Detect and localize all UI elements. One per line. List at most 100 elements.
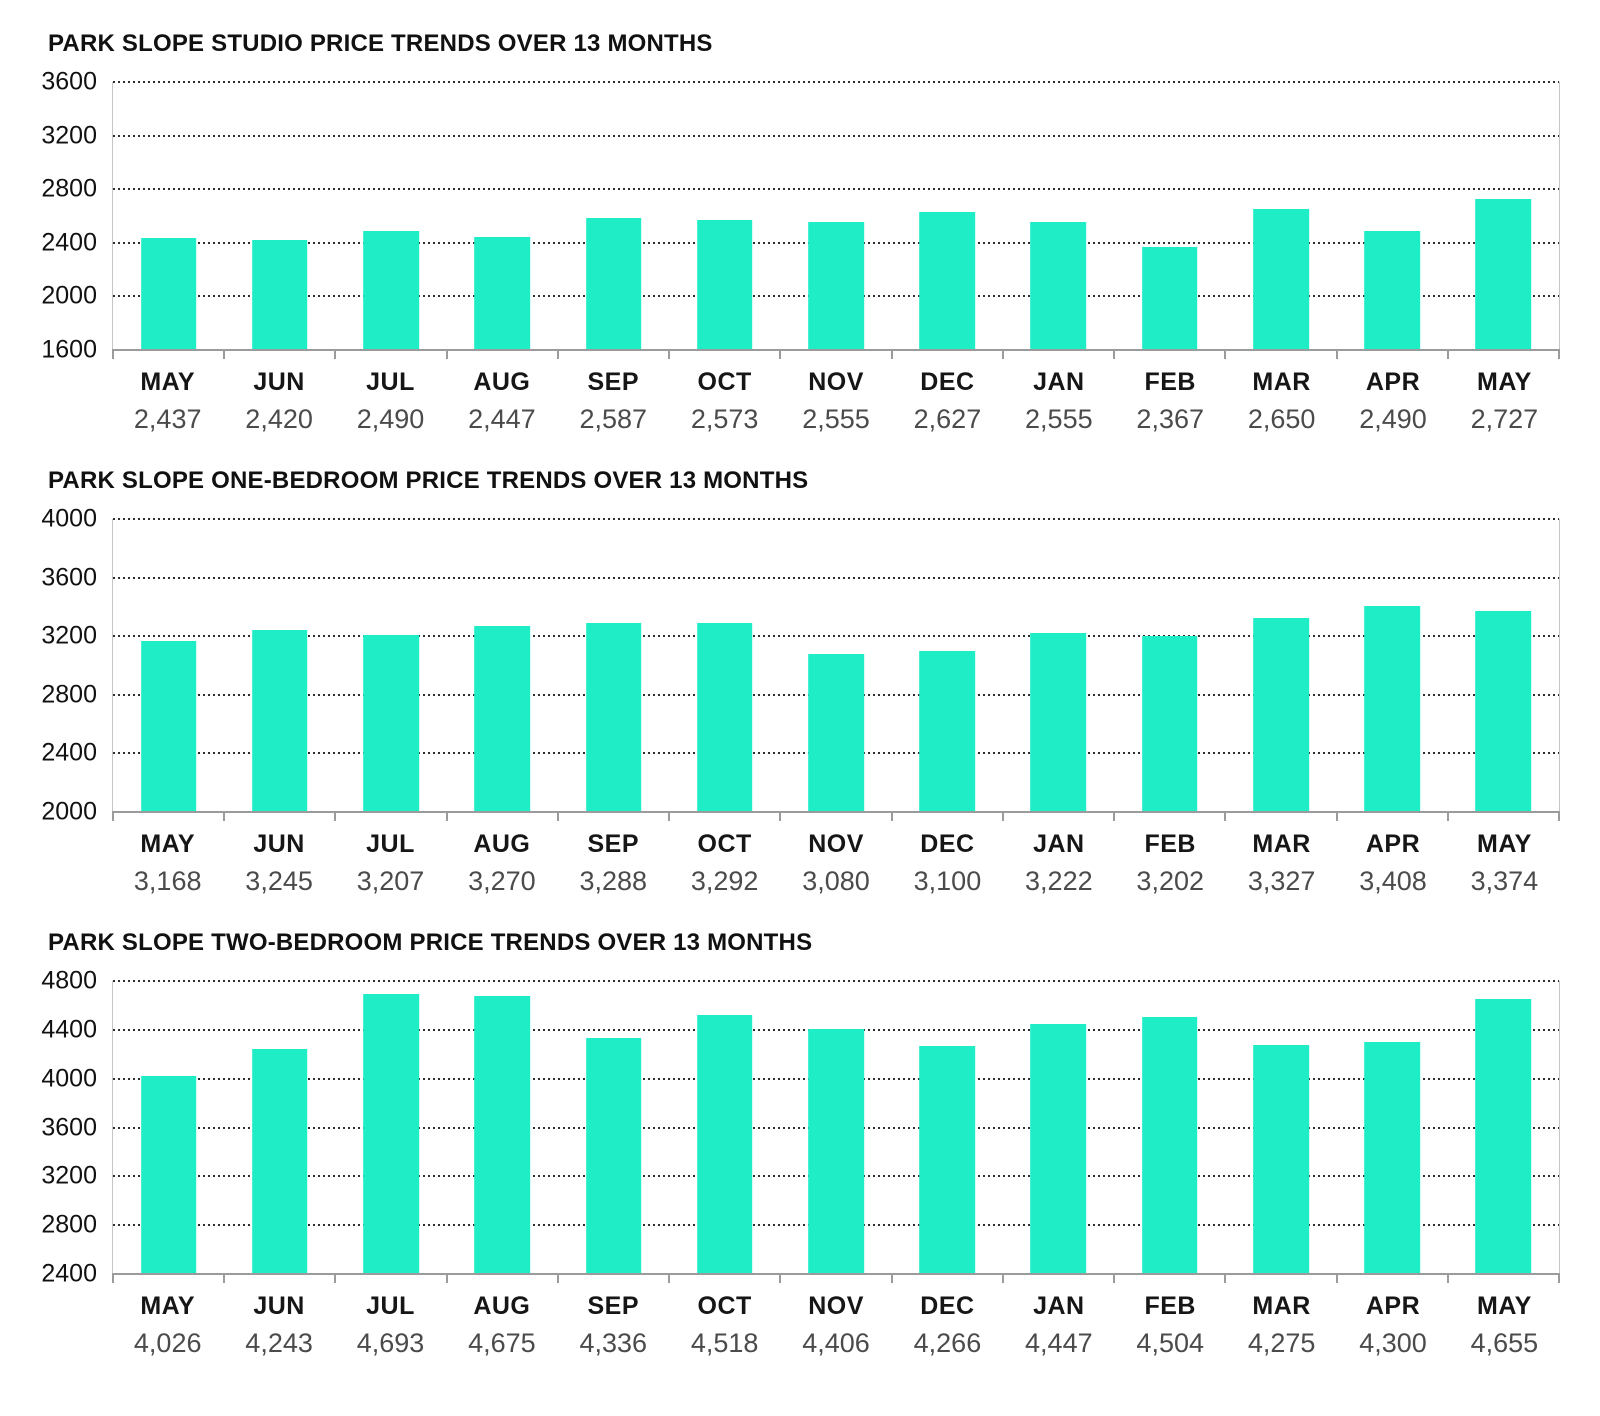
value-label: 4,447 xyxy=(1025,1328,1093,1358)
y-axis: 2000 2400 2800 3200 3600 4000 xyxy=(0,505,112,826)
one-bedroom-price-trend-chart: PARK SLOPE ONE-BEDROOM PRICE TRENDS OVER… xyxy=(0,467,1600,897)
value-label: 3,202 xyxy=(1136,866,1204,896)
value-label: 3,222 xyxy=(1025,866,1093,896)
bar-apr-11 xyxy=(1364,605,1420,812)
x-axis-tick xyxy=(334,1275,337,1283)
bar-slot xyxy=(1114,82,1225,350)
month-label: FEB xyxy=(1144,368,1196,396)
bar-slot xyxy=(224,519,335,812)
bar-slot xyxy=(892,82,1003,350)
bar-slot xyxy=(335,981,446,1274)
y-gridline xyxy=(113,576,1559,579)
x-label-cell: MAY 2,437 xyxy=(112,368,223,435)
bar-slot xyxy=(780,82,891,350)
x-axis-tick xyxy=(1446,351,1449,359)
chart-title: PARK SLOPE STUDIO PRICE TRENDS OVER 13 M… xyxy=(48,30,713,57)
value-label: 2,555 xyxy=(1025,404,1093,434)
x-label-cell: JUN 4,243 xyxy=(223,1292,334,1359)
x-axis-tick xyxy=(890,351,893,359)
bar-mar-10 xyxy=(1253,209,1309,350)
x-axis-tick xyxy=(1113,1275,1116,1283)
value-label: 3,327 xyxy=(1247,866,1316,896)
bar-nov-6 xyxy=(808,1029,864,1274)
month-label: SEP xyxy=(587,830,640,858)
bar-jun-1 xyxy=(252,1049,308,1274)
bar-slot xyxy=(224,82,335,350)
y-axis-tick-label: 2400 xyxy=(41,1259,97,1288)
x-axis-tick xyxy=(445,351,448,359)
month-label: AUG xyxy=(473,1292,531,1320)
value-label: 3,270 xyxy=(468,866,536,896)
bar-slot xyxy=(113,519,224,812)
y-axis-tick-label: 1600 xyxy=(41,335,97,364)
value-label: 3,374 xyxy=(1470,866,1539,896)
value-label: 2,650 xyxy=(1247,404,1316,434)
x-axis-tick xyxy=(556,351,559,359)
bar-feb-9 xyxy=(1141,635,1198,812)
month-label: JUL xyxy=(366,368,415,396)
x-axis-tick xyxy=(1558,813,1560,821)
bar-jan-8 xyxy=(1030,632,1087,812)
month-label: JUL xyxy=(366,830,415,858)
bar-dec-7 xyxy=(919,650,976,812)
x-label-cell: MAY 2,727 xyxy=(1449,368,1560,435)
bar-may-0 xyxy=(140,237,197,350)
x-axis-labels: MAY 4,026 JUN 4,243 JUL 4,693 AUG 4,675 SEP 4,336… xyxy=(112,1292,1560,1359)
bar-slot xyxy=(1225,519,1336,812)
x-axis-tick xyxy=(668,813,671,821)
month-label: AUG xyxy=(473,368,531,396)
month-label: SEP xyxy=(587,368,640,396)
month-label: FEB xyxy=(1144,830,1196,858)
bar-apr-11 xyxy=(1364,230,1420,350)
bar-may-12 xyxy=(1475,198,1532,350)
bar-slot xyxy=(113,981,224,1274)
y-axis-tick-label: 4000 xyxy=(41,504,97,533)
bar-jun-1 xyxy=(252,629,308,812)
value-label: 3,168 xyxy=(133,866,202,896)
value-label: 4,275 xyxy=(1247,1328,1316,1358)
bar-slot xyxy=(1114,981,1225,1274)
bar-slot xyxy=(669,82,780,350)
x-axis-tick xyxy=(779,813,782,821)
x-axis-tick xyxy=(1558,351,1560,359)
y-axis-tick-label: 2400 xyxy=(41,228,97,257)
month-label: JUN xyxy=(253,368,305,396)
x-label-cell: JAN 4,447 xyxy=(1003,1292,1114,1359)
value-label: 4,655 xyxy=(1470,1328,1539,1358)
bar-may-12 xyxy=(1475,610,1532,812)
bar-slot xyxy=(335,82,446,350)
bar-sep-4 xyxy=(585,1037,642,1274)
bar-slot xyxy=(1003,519,1114,812)
x-axis-tick xyxy=(1558,1275,1560,1283)
x-label-cell: MAY 3,374 xyxy=(1449,830,1560,897)
x-axis-tick xyxy=(445,813,448,821)
month-label: AUG xyxy=(473,830,531,858)
x-label-cell: JUL 4,693 xyxy=(335,1292,446,1359)
bar-oct-5 xyxy=(696,622,753,812)
x-axis-tick xyxy=(1335,813,1338,821)
plot-area xyxy=(112,81,1560,359)
plot-wrapper: 2400 2800 3200 3600 4000 4400 4800 xyxy=(0,967,1600,1288)
bar-feb-9 xyxy=(1141,1017,1198,1274)
month-label: JAN xyxy=(1033,830,1085,858)
bar-may-0 xyxy=(140,640,197,812)
bar-mar-10 xyxy=(1253,617,1309,812)
x-axis-tick xyxy=(668,351,671,359)
month-label: MAR xyxy=(1252,830,1311,858)
x-axis-tick xyxy=(1113,813,1116,821)
month-label: DEC xyxy=(920,1292,975,1320)
x-axis-tick xyxy=(1001,1275,1004,1283)
x-label-cell: FEB 3,202 xyxy=(1115,830,1226,897)
x-label-cell: SEP 2,587 xyxy=(558,368,669,435)
bars-container xyxy=(113,519,1559,812)
x-axis-line xyxy=(112,349,1560,351)
bar-nov-6 xyxy=(808,222,864,350)
y-axis-tick-label: 3600 xyxy=(41,563,97,592)
bar-slot xyxy=(1225,981,1336,1274)
bar-jun-1 xyxy=(252,240,308,350)
x-axis-tick xyxy=(1335,1275,1338,1283)
bar-slot xyxy=(335,519,446,812)
month-label: OCT xyxy=(697,1292,752,1320)
x-label-cell: DEC 3,100 xyxy=(892,830,1003,897)
bar-slot xyxy=(780,519,891,812)
